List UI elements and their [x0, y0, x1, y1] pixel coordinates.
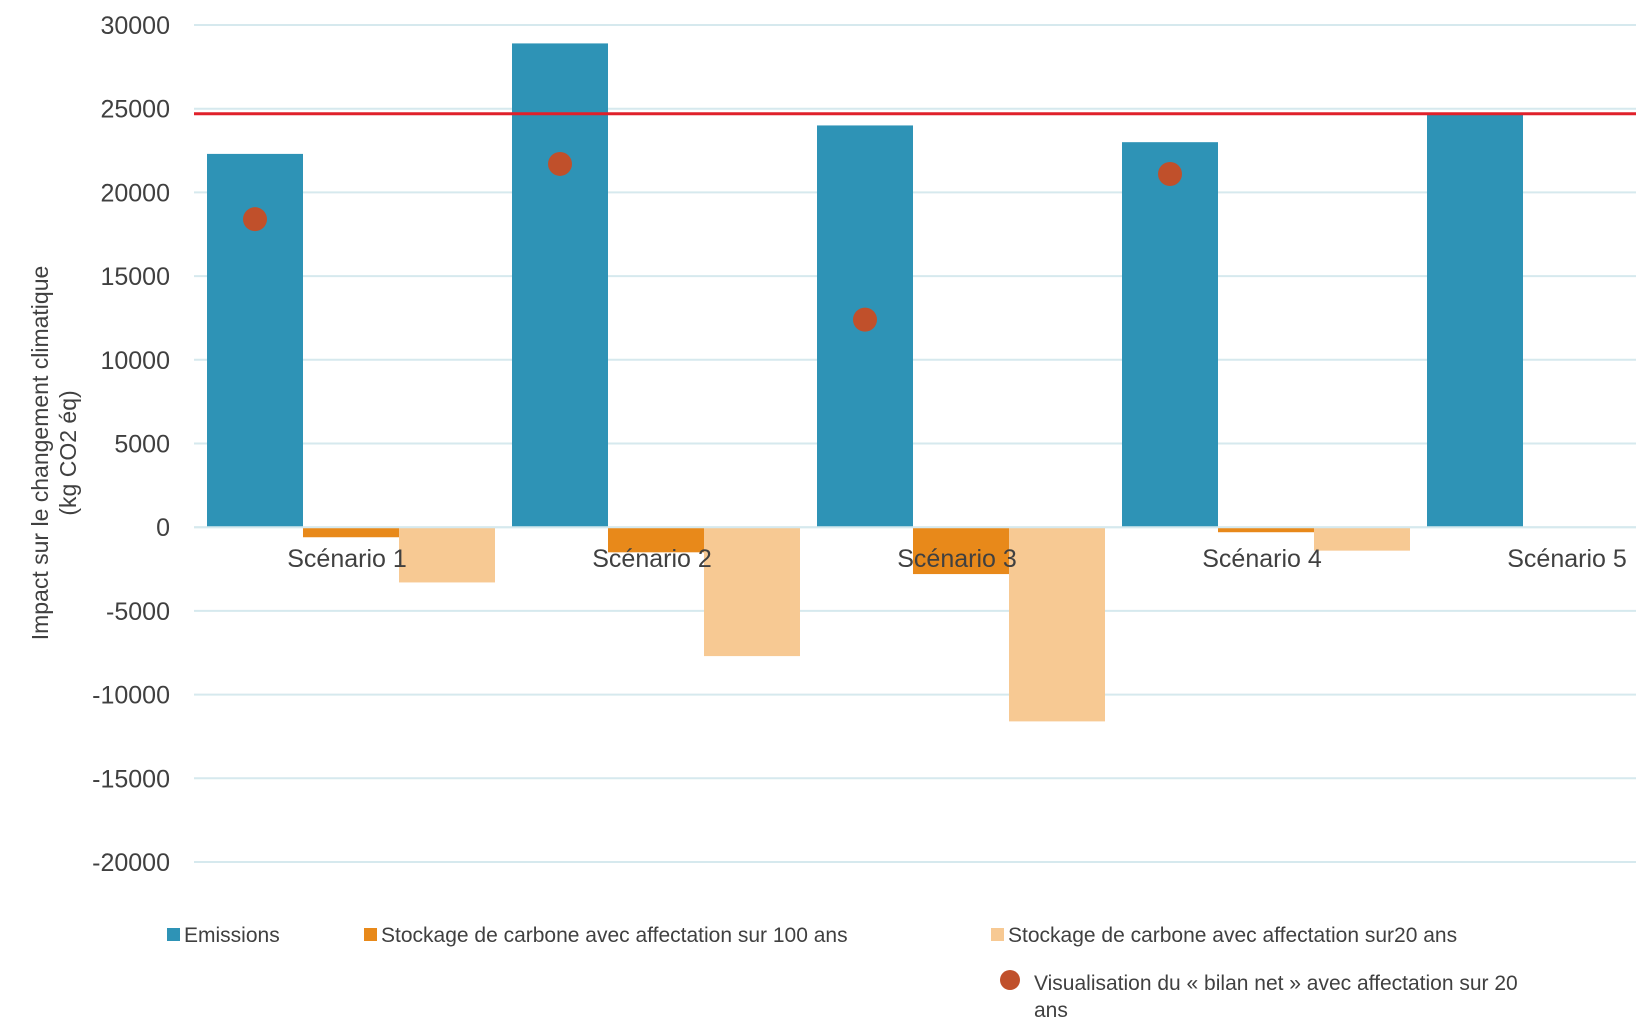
net-balance-points [243, 151, 1182, 332]
bars [207, 43, 1523, 722]
category-label: Scénario 5 [1507, 545, 1627, 573]
legend-swatch-storage-100 [364, 928, 377, 941]
bar-storage-20 [399, 527, 495, 583]
legend-dot-net-balance [1000, 970, 1020, 990]
bar-storage-20 [704, 527, 800, 657]
legend-item-storage-20: Stockage de carbone avec affectation sur… [991, 924, 1457, 948]
y-axis-label-line: (kg CO2 éq) [55, 390, 81, 515]
y-axis-ticks: 30000 25000 20000 15000 10000 5000 0 -5000 -1000… [92, 12, 170, 877]
legend-item-emissions: Emissions [167, 924, 280, 948]
bar-emissions [1122, 142, 1218, 528]
y-axis-label: Impact sur le changement climatique(kg C… [27, 266, 81, 641]
legend-swatch-emissions [167, 928, 180, 941]
y-tick-label: 10000 [100, 347, 170, 375]
legend-label-emissions: Emissions [184, 924, 280, 947]
category-label: Scénario 3 [897, 545, 1017, 573]
bar-storage-100 [303, 527, 399, 538]
legend-label-storage-20: Stockage de carbone avec affectation sur… [1008, 924, 1458, 947]
bar-storage-20 [1314, 527, 1410, 551]
legend-item-net-balance: Visualisation du « bilan net » avec affe… [1000, 970, 1600, 1024]
gridlines [194, 24, 1636, 863]
y-tick-label: -15000 [92, 765, 170, 793]
net-balance-point [548, 151, 572, 176]
net-balance-point [1158, 161, 1182, 186]
bar-storage-100 [608, 527, 704, 553]
y-tick-label: 30000 [100, 12, 170, 40]
y-tick-label: -20000 [92, 849, 170, 877]
y-tick-label: 15000 [100, 263, 170, 291]
category-label: Scénario 1 [287, 545, 407, 573]
y-axis-label-line: Impact sur le changement climatique [27, 266, 53, 641]
y-tick-label: -10000 [92, 682, 170, 710]
y-tick-label: 20000 [100, 179, 170, 207]
y-tick-label: 25000 [100, 96, 170, 124]
y-tick-label: 5000 [114, 431, 170, 459]
bar-emissions [512, 43, 608, 528]
legend-label-net-balance: Visualisation du « bilan net » avec affe… [1034, 972, 1518, 1022]
category-label: Scénario 4 [1202, 545, 1322, 573]
bar-storage-100 [913, 527, 1009, 575]
bar-emissions [1427, 113, 1523, 528]
category-labels: Scénario 1 Scénario 2 Scénario 3 Scénario 4… [287, 545, 1627, 573]
y-tick-label: 0 [156, 514, 170, 542]
legend-item-storage-100: Stockage de carbone avec affectation sur… [364, 924, 848, 948]
net-balance-point [853, 307, 877, 332]
legend-label-storage-100: Stockage de carbone avec affectation sur… [381, 924, 848, 947]
bar-storage-100 [1218, 527, 1314, 533]
y-tick-label: -5000 [106, 598, 170, 626]
category-label: Scénario 2 [592, 545, 712, 573]
legend-swatch-storage-20 [991, 928, 1004, 941]
bar-storage-20 [1009, 527, 1105, 722]
net-balance-point [243, 207, 267, 232]
